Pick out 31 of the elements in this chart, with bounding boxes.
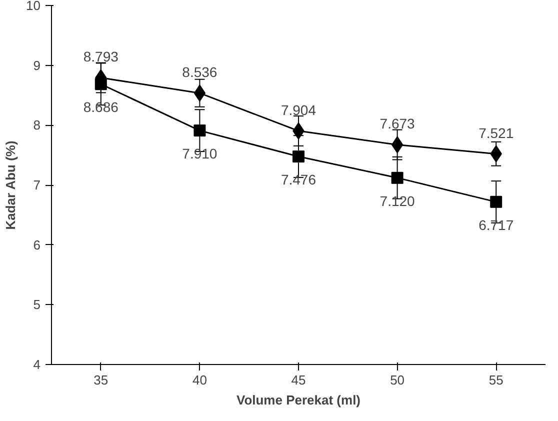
- data-label: 8.793: [83, 48, 119, 65]
- data-label: 7.476: [280, 172, 316, 188]
- data-label: 7.120: [380, 192, 416, 209]
- point: [391, 136, 404, 154]
- data-label: 6.717: [478, 216, 514, 233]
- point: [194, 124, 206, 137]
- data-label: 8.686: [83, 99, 119, 116]
- point: [391, 172, 404, 184]
- data-label: 7.521: [478, 124, 514, 141]
- point: [292, 150, 304, 163]
- point: [194, 84, 206, 102]
- x-tick-label: 45: [291, 372, 306, 388]
- x-tick-label: 55: [488, 372, 504, 388]
- x-axis-title: Volume Perekat (ml): [236, 392, 361, 408]
- y-axis-title: Kadar Abu (%): [3, 140, 18, 230]
- y-tick-label: 8: [33, 118, 41, 133]
- y-tick-label: 7: [33, 178, 41, 192]
- point: [490, 196, 502, 208]
- y-tick-label: 4: [33, 357, 41, 372]
- y-tick-label: 6: [33, 237, 41, 252]
- data-label: 7.910: [182, 146, 218, 162]
- point: [94, 78, 107, 90]
- y-tick-label: 5: [33, 297, 41, 312]
- x-tick-label: 40: [192, 372, 207, 388]
- data-label: 8.536: [182, 64, 218, 80]
- x-tick-label: 35: [94, 372, 108, 388]
- y-tick-label: 9: [33, 58, 41, 73]
- data-label: 7.673: [380, 116, 416, 132]
- data-label: 7.904: [280, 102, 316, 118]
- x-tick-label: 50: [390, 372, 405, 388]
- y-tick-label: 10: [26, 0, 41, 13]
